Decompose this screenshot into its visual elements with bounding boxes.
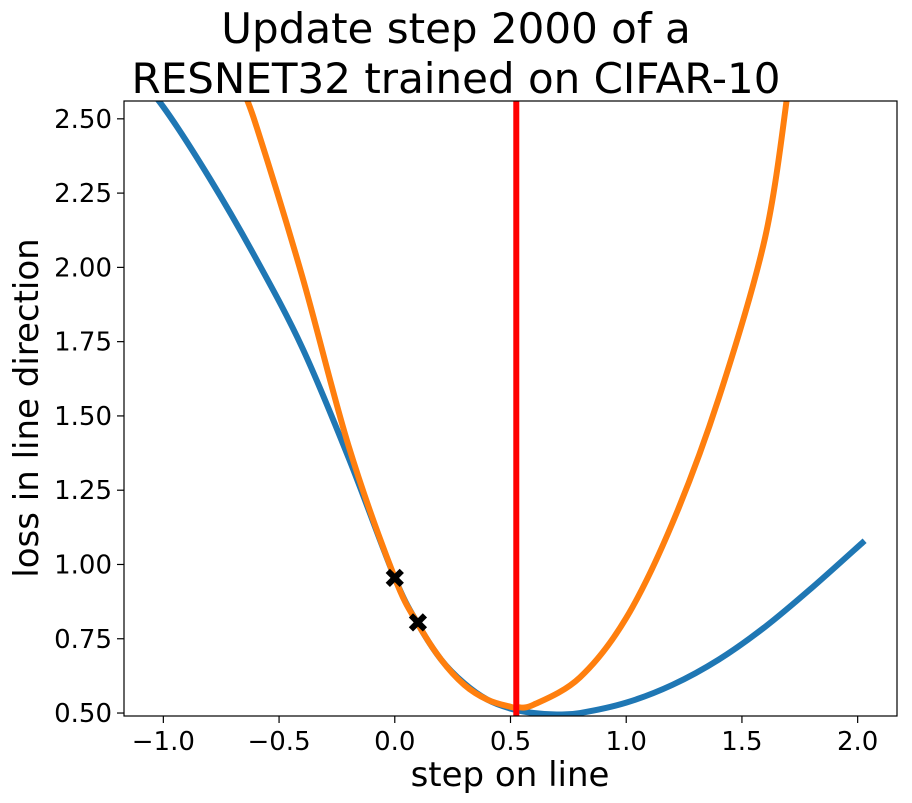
- y-axis-label: loss in line direction: [7, 238, 47, 577]
- x-tick-label: −0.5: [247, 727, 310, 757]
- x-marker-2: [408, 613, 428, 632]
- x-marker-1: [385, 568, 404, 587]
- chart-title-line-1: Update step 2000 of a: [221, 4, 691, 53]
- y-tick-label: 2.00: [54, 253, 112, 283]
- y-tick-label: 0.50: [54, 699, 112, 729]
- chart-title-line-2: RESNET32 trained on CIFAR-10: [131, 54, 781, 103]
- x-tick-label: 2.0: [837, 727, 878, 757]
- axes-frame: [123, 100, 898, 717]
- x-axis-label: step on line: [411, 755, 610, 795]
- y-tick-label: 2.50: [54, 105, 112, 135]
- tick-layer: −1.0 −0.5 0.0 0.5 1.0 1.5 2.0 0.50 0.75 1.00 1.25 1…: [54, 105, 878, 757]
- series-line-1: [155, 101, 867, 716]
- y-tick-label: 1.00: [54, 550, 112, 580]
- x-tick-label: −1.0: [132, 727, 195, 757]
- x-tick-label: 1.5: [721, 727, 762, 757]
- marker-layer: [385, 568, 428, 632]
- x-tick-label: 1.0: [606, 727, 647, 757]
- series-line-2: [244, 101, 790, 711]
- y-tick-label: 1.75: [54, 328, 112, 358]
- series-layer: [155, 101, 867, 716]
- y-tick-label: 1.25: [54, 476, 112, 506]
- x-tick-label: 0.5: [490, 727, 531, 757]
- y-tick-label: 2.25: [54, 179, 112, 209]
- y-tick-label: 1.50: [54, 402, 112, 432]
- x-tick-label: 0.0: [374, 727, 415, 757]
- y-tick-label: 0.75: [54, 625, 112, 655]
